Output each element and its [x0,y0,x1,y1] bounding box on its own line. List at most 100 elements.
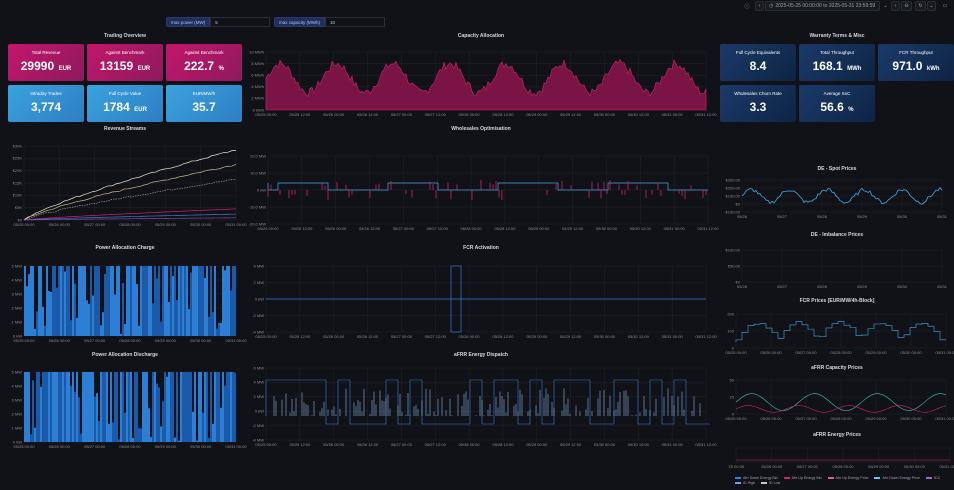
charge-bar [68,266,70,336]
discharge-bar [78,397,80,442]
y-tick-label: €0 [736,201,741,206]
max-capacity-input[interactable]: 10 [325,17,386,27]
charge-bar [130,266,132,336]
charge-bar [182,266,184,336]
y-tick-label: 0 kW [255,409,264,414]
x-tick-label: 05/27 00:00 [797,464,819,469]
charge-bar [154,266,156,336]
max-power-input[interactable]: 5 [210,17,271,27]
stat-value-row: 3,774 [31,98,61,116]
stat-value-row: 971.0 kWh [892,57,939,75]
trading-stat-5: EUR/MW/h 35.7 [166,85,242,122]
x-tick-label: 05/27 12:00 [427,226,449,231]
x-tick-label: 05/27 00:00 [391,334,413,339]
charge-bar [200,266,202,336]
y-tick-label: 0 kW [13,439,22,444]
tv-icon[interactable]: ▭ [942,3,948,9]
x-tick-label: 05/30 00:00 [900,350,922,355]
variable-max-power: max power (MW) 5 [166,17,271,27]
refresh-icon[interactable]: ↻ [915,1,926,11]
x-tick-label: 05/27 00:00 [84,338,106,343]
legend-item[interactable]: Afrr Up Energy Bid [783,476,822,480]
x-tick-label: 05/26 00:00 [49,338,71,343]
x-tick-label: 05/27 00:00 [84,222,106,227]
legend-item[interactable]: ID3 [926,476,940,480]
stat-value-row: 168.1 MWh [813,57,862,75]
discharge-bar [170,372,172,442]
charge-bar [148,266,150,336]
y-tick-label: 200 [727,311,734,316]
spot-line [741,187,943,205]
legend-item[interactable]: ID High [735,481,755,485]
discharge-bar [26,372,28,442]
discharge-bar [62,372,64,442]
stat-value-row: 3.3 [750,98,767,116]
discharge-bar [174,437,176,442]
stat-value-row: 29990 EUR [21,57,72,75]
legend-swatch [783,477,790,479]
warranty-stat-1: Total Throughput 168.1 MWh [799,44,875,81]
charge-bar [206,266,208,336]
refresh-interval-chevron-icon[interactable]: ⌄ [927,1,936,11]
y-tick-label: -4 MW [252,437,264,442]
legend-label: ID3 [934,476,940,480]
charge-bar [36,311,38,336]
discharge-bar [82,372,84,442]
revenue-series [23,213,237,221]
legend-item[interactable]: Afrr Down Energy Bid [735,476,778,480]
discharge-bar [218,372,220,442]
discharge-bar [68,372,70,442]
x-tick-label: 05/28 [817,214,828,219]
stat-unit: MWh [847,66,862,72]
x-tick-label: 05/25 00:00 [255,112,277,117]
x-tick-label: 05/26 12:00 [357,112,379,117]
y-tick-label: 2 MWh [251,96,264,101]
stat-label: Full Cycle Value [108,91,142,96]
y-tick-label: 3 MW [12,291,23,296]
charge-bar [134,266,136,336]
discharge-bar [112,422,114,442]
zoom-out-icon[interactable]: ⊖ [901,1,912,11]
x-tick-label: 05/30 [897,214,908,219]
chevron-down-icon[interactable]: ⌄ [883,3,888,9]
discharge-bar [176,372,178,442]
legend-item[interactable]: Afrr Down Energy Price [874,476,920,480]
charge-bar [180,266,182,336]
discharge-bar [34,427,36,442]
discharge-bar [106,372,108,442]
discharge-bar [146,372,148,442]
charge-bar [120,333,122,336]
warranty-stat-2: FCR Throughput 971.0 kWh [878,44,954,81]
discharge-bar [76,372,78,442]
trading-stat-0: Total Revenue 29990 EUR [8,44,84,81]
chevron-right-icon[interactable]: › [891,1,900,11]
discharge-bar [108,423,110,442]
x-tick-label: 05/30 00:00 [594,442,616,447]
help-icon[interactable]: ⓘ [744,3,750,10]
legend-item[interactable]: Afrr Up Energy Price [827,476,868,480]
discharge-bar [200,372,202,442]
charge-bar [210,266,212,336]
y-tick-label: 0 [732,411,735,416]
x-tick-label: 05/25 00:00 [255,334,277,339]
discharge-bar [188,372,190,442]
warranty-stat-3: Wholesales Churn Rate 3.3 [720,85,796,122]
chevron-left-icon[interactable]: ‹ [755,1,764,11]
x-tick-label: 05/27 00:00 [391,112,413,117]
charge-bar [234,266,236,336]
afrr-envelope [265,379,710,425]
y-tick-label: €15K [13,180,23,185]
x-tick-label: 05/26 12:00 [357,334,379,339]
charge-bar [170,266,172,336]
charge-bar [226,266,228,336]
legend-swatch [760,482,767,484]
stat-value: 168.1 [812,59,843,73]
charge-bar [86,300,88,336]
revenue-streams-chart: €30K €25K €20K €15K €10K €5K €005/25 00:00 05/2… [13,143,248,227]
charge-bar [100,325,102,336]
warranty-title: Warranty Terms & Misc [809,33,865,39]
time-range-picker[interactable]: ◷ 2025-05-25 00:00:00 to 2025-05-31 23:5… [765,1,880,11]
legend-item[interactable]: ID Low [760,481,780,485]
stat-unit: EUR [58,66,72,72]
